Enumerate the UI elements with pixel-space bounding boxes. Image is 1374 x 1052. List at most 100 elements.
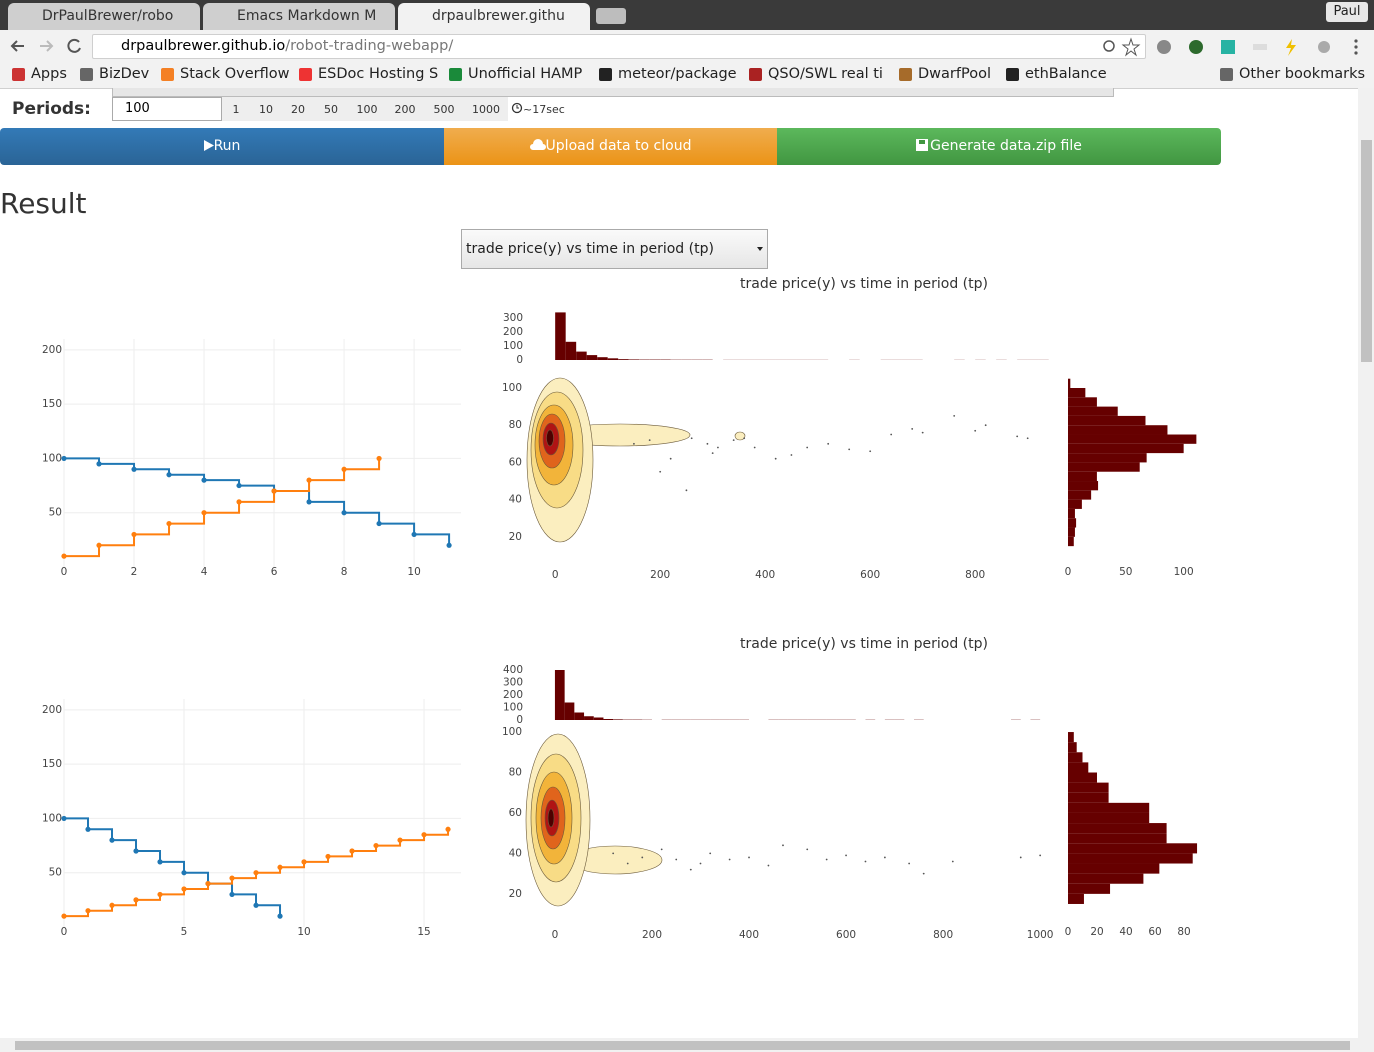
period-option[interactable]: 10 bbox=[259, 103, 273, 116]
point bbox=[825, 858, 828, 861]
back-button[interactable] bbox=[10, 40, 24, 52]
plot-select[interactable]: trade price(y) vs time in period (tp) bbox=[461, 229, 768, 269]
y-tick-label: 20 bbox=[509, 531, 522, 543]
scroll-thumb[interactable] bbox=[1361, 140, 1372, 362]
extension-icon[interactable] bbox=[1286, 39, 1296, 56]
x-tick-label: 200 bbox=[650, 569, 670, 581]
bar bbox=[1068, 415, 1146, 426]
bar bbox=[1068, 388, 1086, 398]
point bbox=[349, 848, 355, 854]
other-bookmarks[interactable]: Other bookmarks bbox=[1239, 66, 1366, 82]
point bbox=[883, 856, 886, 859]
bookmark[interactable]: ESDoc Hosting S bbox=[318, 66, 439, 82]
bar bbox=[1068, 893, 1084, 904]
bar bbox=[1068, 772, 1097, 783]
point bbox=[131, 466, 137, 472]
point bbox=[181, 886, 187, 892]
bar bbox=[1068, 732, 1074, 743]
bar bbox=[607, 358, 619, 360]
run-button[interactable]: Run bbox=[0, 128, 444, 165]
bookmark[interactable]: BizDev bbox=[99, 66, 150, 82]
search-icon[interactable] bbox=[1103, 40, 1115, 52]
select-value: trade price(y) vs time in period (tp) bbox=[466, 241, 714, 257]
point bbox=[921, 431, 924, 434]
period-option[interactable]: 1000 bbox=[472, 103, 500, 116]
menu-icon[interactable] bbox=[1354, 39, 1358, 43]
new-tab-button[interactable] bbox=[596, 8, 626, 24]
x-tick-label: 100 bbox=[1174, 566, 1194, 578]
bar bbox=[584, 716, 594, 720]
tab[interactable]: Emacs Markdown M bbox=[203, 3, 395, 30]
bookmark[interactable]: Stack Overflow bbox=[180, 66, 290, 82]
point bbox=[869, 450, 872, 453]
point bbox=[205, 880, 211, 887]
period-option[interactable]: 200 bbox=[394, 103, 416, 116]
y-tick-label: 60 bbox=[509, 456, 522, 468]
period-option[interactable]: 20 bbox=[291, 103, 305, 116]
bookmark[interactable]: DwarfPool bbox=[918, 66, 991, 82]
bar bbox=[618, 359, 629, 360]
bar bbox=[628, 359, 640, 360]
bookmark-icon bbox=[749, 68, 762, 81]
bookmark[interactable]: meteor/package bbox=[618, 66, 737, 82]
point bbox=[864, 860, 867, 863]
bar bbox=[1068, 536, 1074, 547]
extension-icon[interactable] bbox=[1253, 44, 1267, 50]
bookmark-icon bbox=[449, 68, 462, 81]
point bbox=[827, 442, 830, 445]
extension-icon[interactable] bbox=[1221, 40, 1235, 54]
reload-button[interactable] bbox=[67, 38, 81, 53]
y-tick-label: 100 bbox=[42, 812, 62, 824]
point bbox=[660, 848, 663, 851]
bar bbox=[1068, 527, 1075, 537]
period-option[interactable]: 50 bbox=[324, 103, 338, 116]
upload-button[interactable]: Upload data to cloud bbox=[444, 128, 777, 165]
tab[interactable]: DrPaulBrewer/robo bbox=[8, 3, 200, 30]
point bbox=[717, 446, 719, 449]
save-icon bbox=[916, 139, 929, 151]
tab[interactable]: drpaulbrewer.githu bbox=[398, 3, 590, 30]
generate-button[interactable]: Generate data.zip file bbox=[777, 128, 1221, 165]
x-tick-label: 600 bbox=[860, 569, 880, 581]
bookmark[interactable]: ethBalance bbox=[1025, 66, 1107, 82]
star-icon[interactable] bbox=[1121, 37, 1141, 57]
period-option[interactable]: 500 bbox=[433, 103, 455, 116]
y-tick-label: 100 bbox=[503, 702, 523, 714]
point bbox=[675, 858, 678, 861]
period-option[interactable]: 1 bbox=[232, 103, 240, 116]
periods-input[interactable]: 100 bbox=[112, 97, 222, 121]
point bbox=[201, 477, 207, 483]
bar bbox=[613, 719, 623, 720]
bookmark-icon bbox=[899, 68, 912, 81]
profile-button[interactable]: Paul bbox=[1326, 2, 1368, 22]
x-tick-label: 15 bbox=[417, 926, 430, 938]
point bbox=[253, 902, 259, 908]
extension-icon[interactable] bbox=[1157, 40, 1171, 54]
bookmark[interactable]: QSO/SWL real ti bbox=[768, 66, 883, 82]
extension-icon[interactable] bbox=[1189, 40, 1203, 54]
chart-title: trade price(y) vs time in period (tp) bbox=[740, 276, 988, 292]
bookmark[interactable]: Apps bbox=[31, 66, 67, 82]
extension-icon[interactable] bbox=[1318, 41, 1330, 53]
bookmark-icon bbox=[599, 68, 612, 81]
point bbox=[166, 472, 172, 478]
y-tick-label: 80 bbox=[509, 419, 522, 431]
point bbox=[61, 815, 67, 822]
point bbox=[96, 461, 102, 467]
point bbox=[690, 437, 693, 440]
scroll-thumb[interactable] bbox=[15, 1041, 1350, 1050]
point bbox=[689, 868, 692, 871]
y-tick-label: 100 bbox=[42, 452, 62, 464]
point bbox=[277, 913, 283, 919]
bar bbox=[586, 355, 598, 360]
bookmark[interactable]: Unofficial HAMP bbox=[468, 66, 583, 82]
bar bbox=[1068, 462, 1140, 472]
y-tick-label: 20 bbox=[509, 888, 522, 900]
point bbox=[236, 482, 242, 489]
chart-title: trade price(y) vs time in period (tp) bbox=[740, 636, 988, 652]
address-bar[interactable]: drpaulbrewer.github.io/robot-trading-web… bbox=[92, 34, 1146, 59]
forward-button[interactable] bbox=[40, 40, 54, 52]
period-option[interactable]: 100 bbox=[356, 103, 378, 116]
bar bbox=[1068, 471, 1097, 482]
